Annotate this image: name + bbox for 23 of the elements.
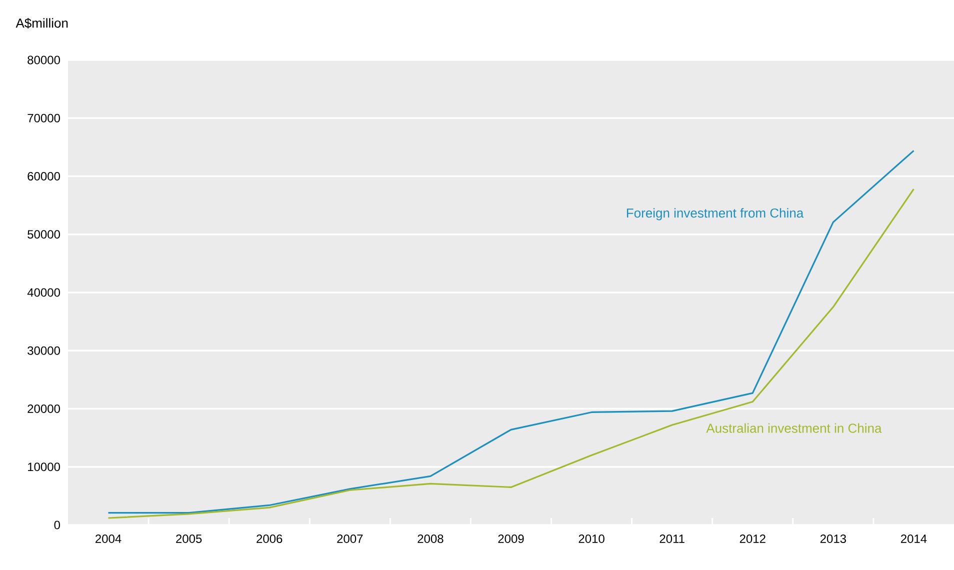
x-tick-label: 2008 [418,534,444,544]
x-tick-label: 2009 [498,534,524,544]
y-tick-label: 0 [54,520,60,530]
y-tick-label: 60000 [28,172,60,180]
x-tick-label: 2004 [96,534,122,544]
x-tick-label: 2010 [578,534,604,544]
x-tick-label: 2005 [176,534,202,544]
y-tick-label: 50000 [28,230,60,239]
x-tick-label: 2013 [820,534,846,544]
y-axis-title: A$million [16,18,68,28]
y-tick-label: 30000 [28,346,60,355]
x-tick-label: 2012 [740,534,766,544]
y-tick-label: 10000 [28,462,60,472]
series-label: Australian investment in China [706,423,882,433]
text: Foreign investment from China [626,208,804,220]
x-tick-label: 2006 [256,534,282,544]
y-tick-label: 40000 [27,288,60,297]
y-tick-label: 20000 [28,404,60,413]
y-tick-label: 80000 [28,56,60,64]
x-tick-label: 2011 [660,534,684,544]
y-tick-label: 70000 [28,114,60,122]
x-tick-label: 2014 [900,534,927,544]
x-tick-label: 2007 [337,534,363,544]
